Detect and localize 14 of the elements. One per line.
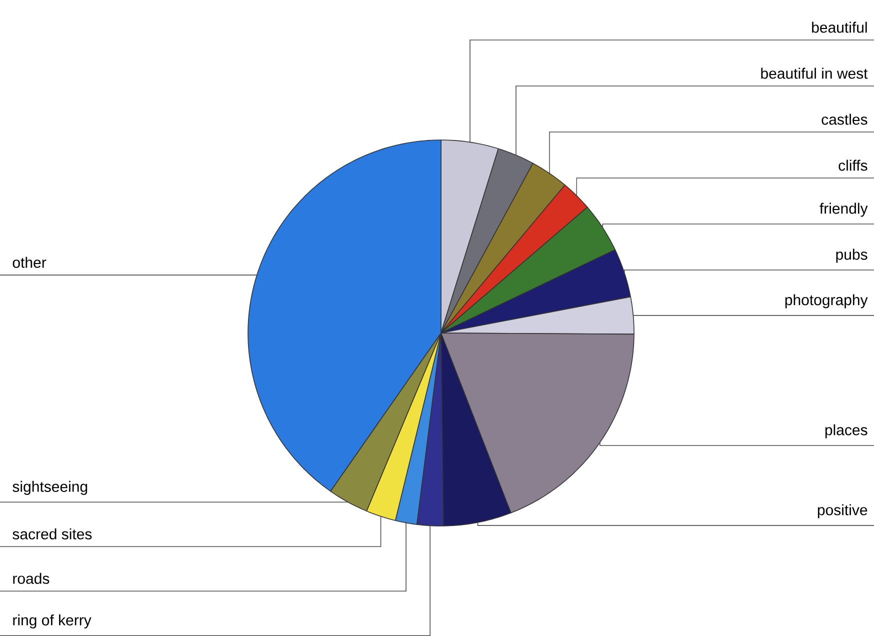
slice-label: places [825,424,868,438]
slice-label: roads [13,572,50,584]
slice-label: pubs [836,248,868,263]
slice-label: positive [818,504,868,518]
slice-label: photography [785,294,868,308]
slice-label: sacred sites [12,528,92,540]
slice-label: beautiful [812,22,867,33]
slice-label: sightseeing [12,480,88,495]
slice-label: ring of kerry [13,614,92,628]
slice-label: friendly [820,202,868,217]
slice-label: castles [822,114,868,125]
slice-label: other [12,256,46,268]
slice-label: beautiful in west [761,68,868,79]
slice-label: cliffs [838,160,868,171]
